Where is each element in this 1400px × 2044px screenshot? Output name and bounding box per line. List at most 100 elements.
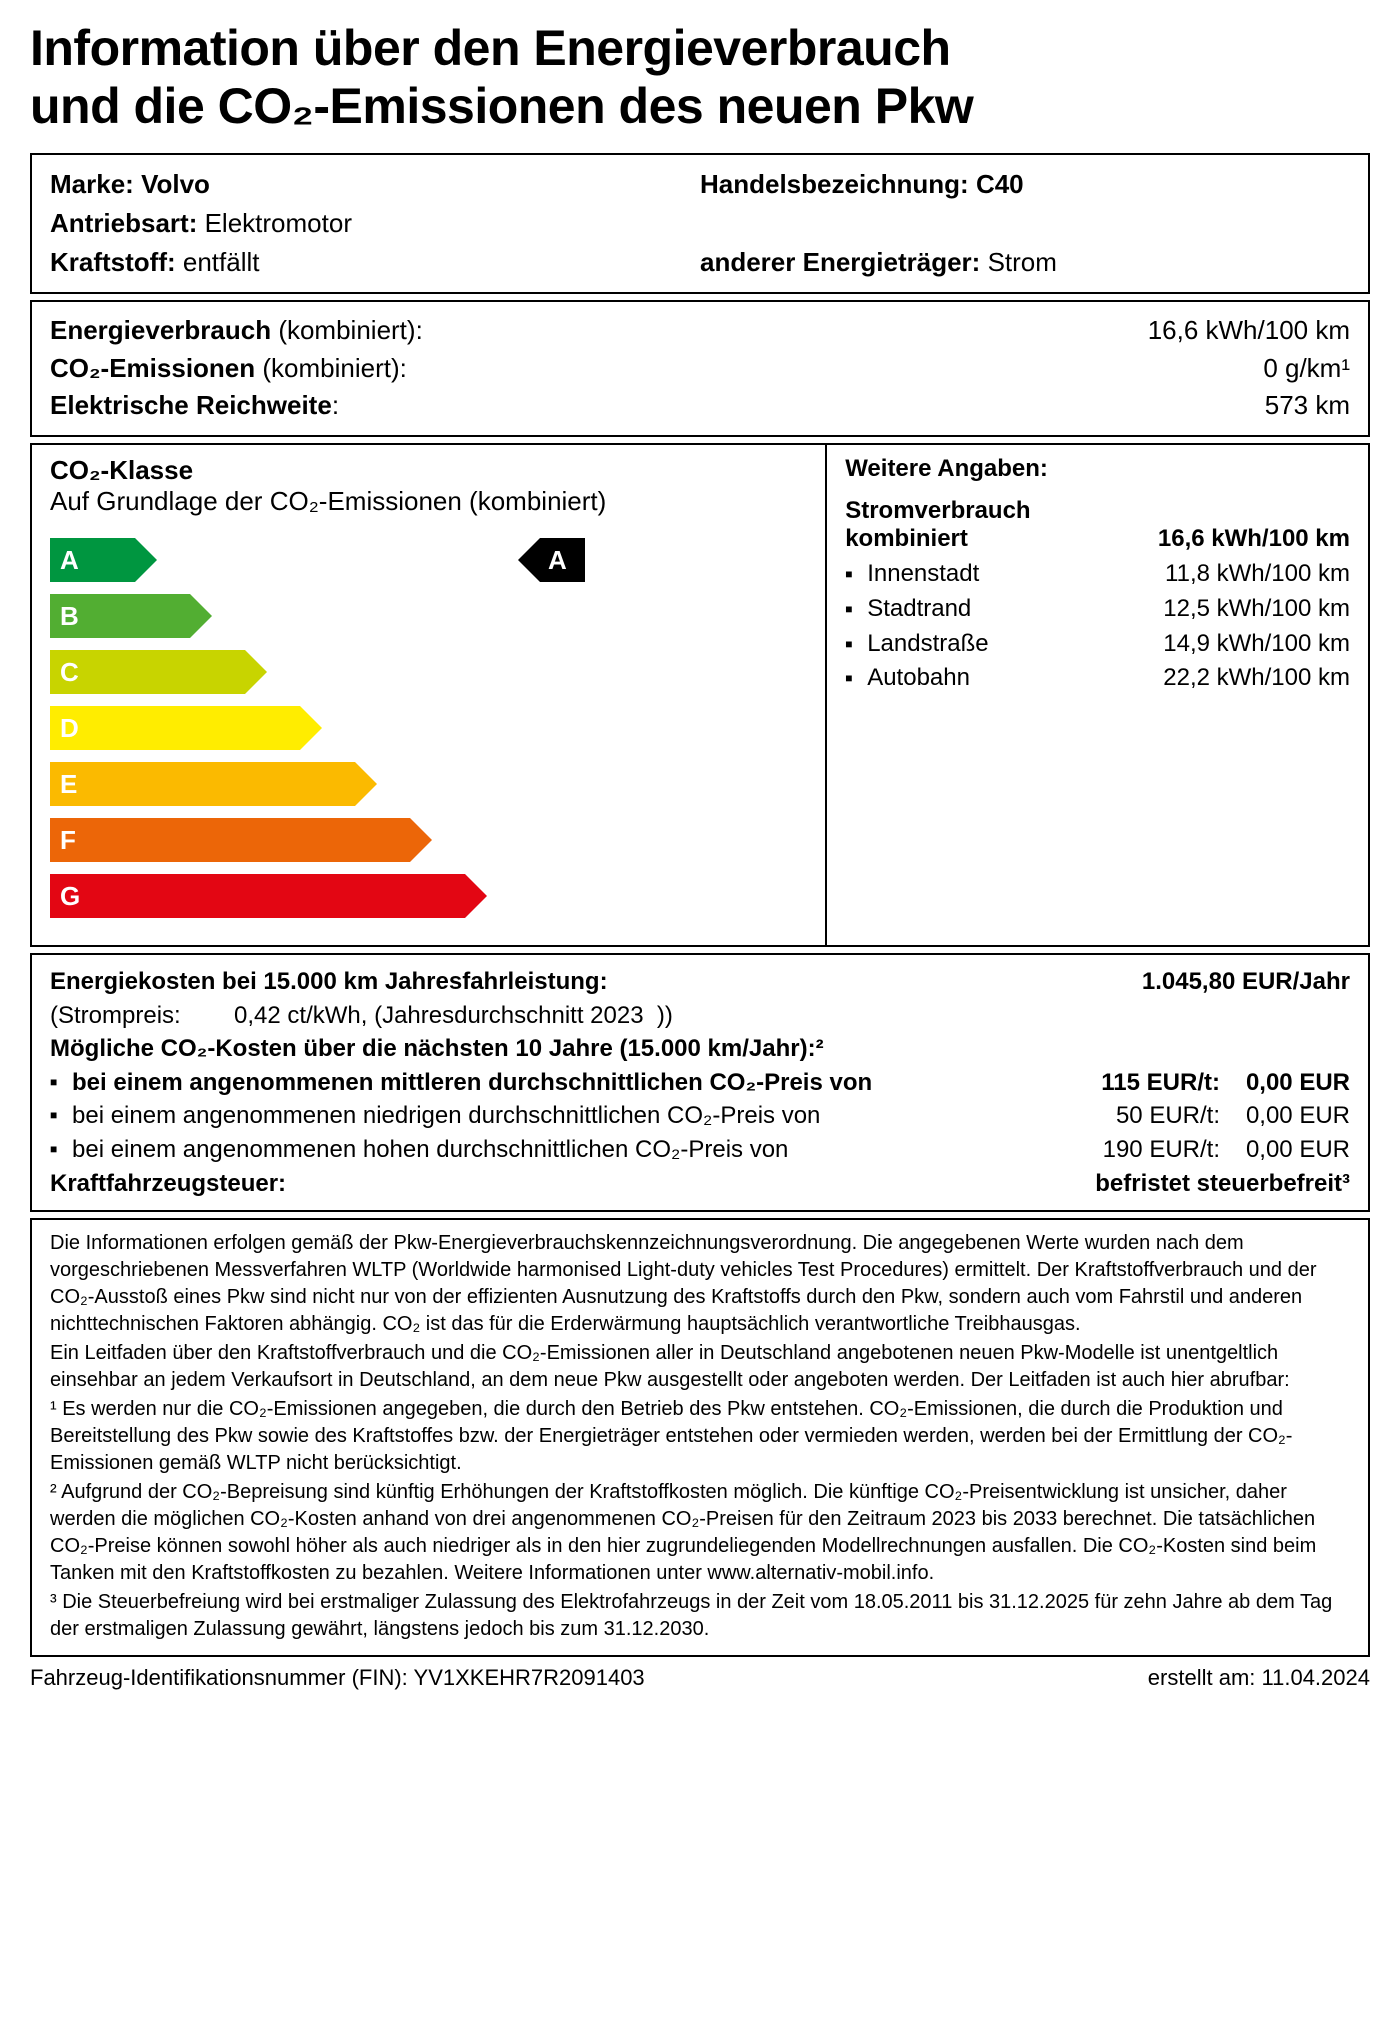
metrics-box: Energieverbrauch (kombiniert): 16,6 kWh/…	[30, 300, 1370, 437]
co2-value: 0 g/km¹	[1263, 350, 1350, 388]
cost-row-price: 50 EUR/t:	[1070, 1099, 1220, 1133]
energietraeger-label: anderer Energieträger:	[700, 247, 980, 277]
cost-row-value: 0,00 EUR	[1220, 1133, 1350, 1167]
co2-label-r: (kombiniert):	[255, 353, 407, 383]
vehicle-box: Marke: Volvo Handelsbezeichnung: C40 Ant…	[30, 153, 1370, 294]
cost-row: bei einem angenommenen mittleren durchsc…	[50, 1066, 1350, 1100]
scale-bar-f: F	[50, 818, 410, 862]
cost-row: bei einem angenommenen hohen durchschnit…	[50, 1133, 1350, 1167]
marke-value: Volvo	[141, 169, 210, 199]
further-row-label: Innenstadt	[867, 557, 979, 592]
scale-bar-a: A	[50, 538, 135, 582]
fine-note2: ² Aufgrund der CO₂-Bepreisung sind künft…	[50, 1479, 1350, 1587]
fine-note3: ³ Die Steuerbefreiung wird bei erstmalig…	[50, 1589, 1350, 1643]
further-panel: Weitere Angaben: Stromverbrauch kombinie…	[825, 443, 1370, 947]
scale-letter: D	[60, 713, 79, 744]
energiekosten-value: 1.045,80 EUR/Jahr	[1142, 965, 1350, 999]
co2class-split: CO₂-Klasse Auf Grundlage der CO₂-Emissio…	[30, 443, 1370, 947]
further-row: Landstraße 14,9 kWh/100 km	[845, 627, 1350, 662]
fin-value: YV1XKEHR7R2091403	[414, 1665, 645, 1690]
cost-row-text: bei einem angenommenen mittleren durchsc…	[72, 1066, 1070, 1100]
fineprint-box: Die Informationen erfolgen gemäß der Pkw…	[30, 1218, 1370, 1657]
scale-row-b: B	[50, 591, 807, 641]
class-pointer: A	[540, 538, 585, 582]
footer: Fahrzeug-Identifikationsnummer (FIN): YV…	[30, 1665, 1370, 1691]
komb-label: kombiniert	[845, 525, 968, 553]
energy-scale: AABCDEFG	[50, 535, 807, 921]
co2kosten-title: Mögliche CO₂-Kosten über die nächsten 10…	[50, 1035, 824, 1062]
scale-bar-b: B	[50, 594, 190, 638]
range-label-r: :	[332, 390, 339, 420]
scale-letter: A	[60, 545, 79, 576]
scale-row-c: C	[50, 647, 807, 697]
date-value: 11.04.2024	[1262, 1665, 1370, 1690]
cost-row-price: 115 EUR/t:	[1070, 1066, 1220, 1100]
strom-title: Stromverbrauch	[845, 497, 1030, 524]
co2class-title: CO₂-Klasse	[50, 455, 193, 485]
cost-row-text: bei einem angenommenen niedrigen durchsc…	[72, 1099, 1070, 1133]
further-row-value: 22,2 kWh/100 km	[1163, 661, 1350, 696]
date-label: erstellt am:	[1148, 1665, 1256, 1690]
co2-label-b: CO₂-Emissionen	[50, 353, 255, 383]
steuer-value: befristet steuerbefreit³	[1095, 1167, 1350, 1201]
scale-row-d: D	[50, 703, 807, 753]
fine-p1: Die Informationen erfolgen gemäß der Pkw…	[50, 1230, 1350, 1338]
fin-label: Fahrzeug-Identifikationsnummer (FIN):	[30, 1665, 408, 1690]
scale-row-g: G	[50, 871, 807, 921]
kraftstoff-value: entfällt	[183, 247, 260, 277]
komb-value: 16,6 kWh/100 km	[1158, 525, 1350, 553]
further-row-label: Stadtrand	[867, 592, 971, 627]
scale-bar-c: C	[50, 650, 245, 694]
cost-row: bei einem angenommenen niedrigen durchsc…	[50, 1099, 1350, 1133]
ev-label-b: Energieverbrauch	[50, 315, 271, 345]
scale-letter: G	[60, 881, 80, 912]
title-line2: und die CO₂-Emissionen des neuen Pkw	[30, 78, 973, 134]
scale-bar-e: E	[50, 762, 355, 806]
further-row-label: Autobahn	[867, 661, 970, 696]
fine-note1: ¹ Es werden nur die CO₂-Emissionen angeg…	[50, 1396, 1350, 1477]
range-value: 573 km	[1265, 387, 1350, 425]
title-line1: Information über den Energieverbrauch	[30, 20, 951, 76]
further-row-value: 11,8 kWh/100 km	[1165, 557, 1350, 592]
steuer-label: Kraftfahrzeugsteuer:	[50, 1167, 286, 1201]
energiekosten-label: Energiekosten bei 15.000 km Jahresfahrle…	[50, 965, 608, 999]
cost-row-price: 190 EUR/t:	[1070, 1133, 1220, 1167]
further-row: Innenstadt 11,8 kWh/100 km	[845, 557, 1350, 592]
scale-letter: C	[60, 657, 79, 688]
cost-row-value: 0,00 EUR	[1220, 1099, 1350, 1133]
costs-box: Energiekosten bei 15.000 km Jahresfahrle…	[30, 953, 1370, 1212]
scale-letter: E	[60, 769, 77, 800]
further-row: Stadtrand 12,5 kWh/100 km	[845, 592, 1350, 627]
further-row-value: 14,9 kWh/100 km	[1163, 627, 1350, 662]
co2class-subtitle: Auf Grundlage der CO₂-Emissionen (kombin…	[50, 486, 606, 516]
ev-value: 16,6 kWh/100 km	[1148, 312, 1350, 350]
scale-row-e: E	[50, 759, 807, 809]
co2class-panel: CO₂-Klasse Auf Grundlage der CO₂-Emissio…	[30, 443, 825, 947]
scale-row-f: F	[50, 815, 807, 865]
page-title: Information über den Energieverbrauch un…	[30, 20, 1370, 135]
range-label-b: Elektrische Reichweite	[50, 390, 332, 420]
further-row-value: 12,5 kWh/100 km	[1163, 592, 1350, 627]
handel-value: C40	[976, 169, 1024, 199]
antrieb-value: Elektromotor	[205, 208, 352, 238]
fine-p2: Ein Leitfaden über den Kraftstoffverbrau…	[50, 1340, 1350, 1394]
co2-cost-list: bei einem angenommenen mittleren durchsc…	[50, 1066, 1350, 1167]
further-list: Innenstadt 11,8 kWh/100 km Stadtrand 12,5 k…	[845, 557, 1350, 696]
further-row: Autobahn 22,2 kWh/100 km	[845, 661, 1350, 696]
scale-letter: F	[60, 825, 76, 856]
scale-bar-d: D	[50, 706, 300, 750]
energietraeger-value: Strom	[988, 247, 1057, 277]
cost-row-text: bei einem angenommenen hohen durchschnit…	[72, 1133, 1070, 1167]
scale-letter: B	[60, 601, 79, 632]
marke-label: Marke:	[50, 169, 134, 199]
cost-row-value: 0,00 EUR	[1220, 1066, 1350, 1100]
ev-label-r: (kombiniert):	[271, 315, 423, 345]
further-title: Weitere Angaben:	[845, 455, 1048, 482]
antrieb-label: Antriebsart:	[50, 208, 197, 238]
strompreis: (Strompreis: 0,42 ct/kWh, (Jahresdurchsc…	[50, 999, 1350, 1033]
further-row-label: Landstraße	[867, 627, 988, 662]
scale-bar-g: G	[50, 874, 465, 918]
scale-row-a: AA	[50, 535, 807, 585]
kraftstoff-label: Kraftstoff:	[50, 247, 176, 277]
handel-label: Handelsbezeichnung:	[700, 169, 969, 199]
